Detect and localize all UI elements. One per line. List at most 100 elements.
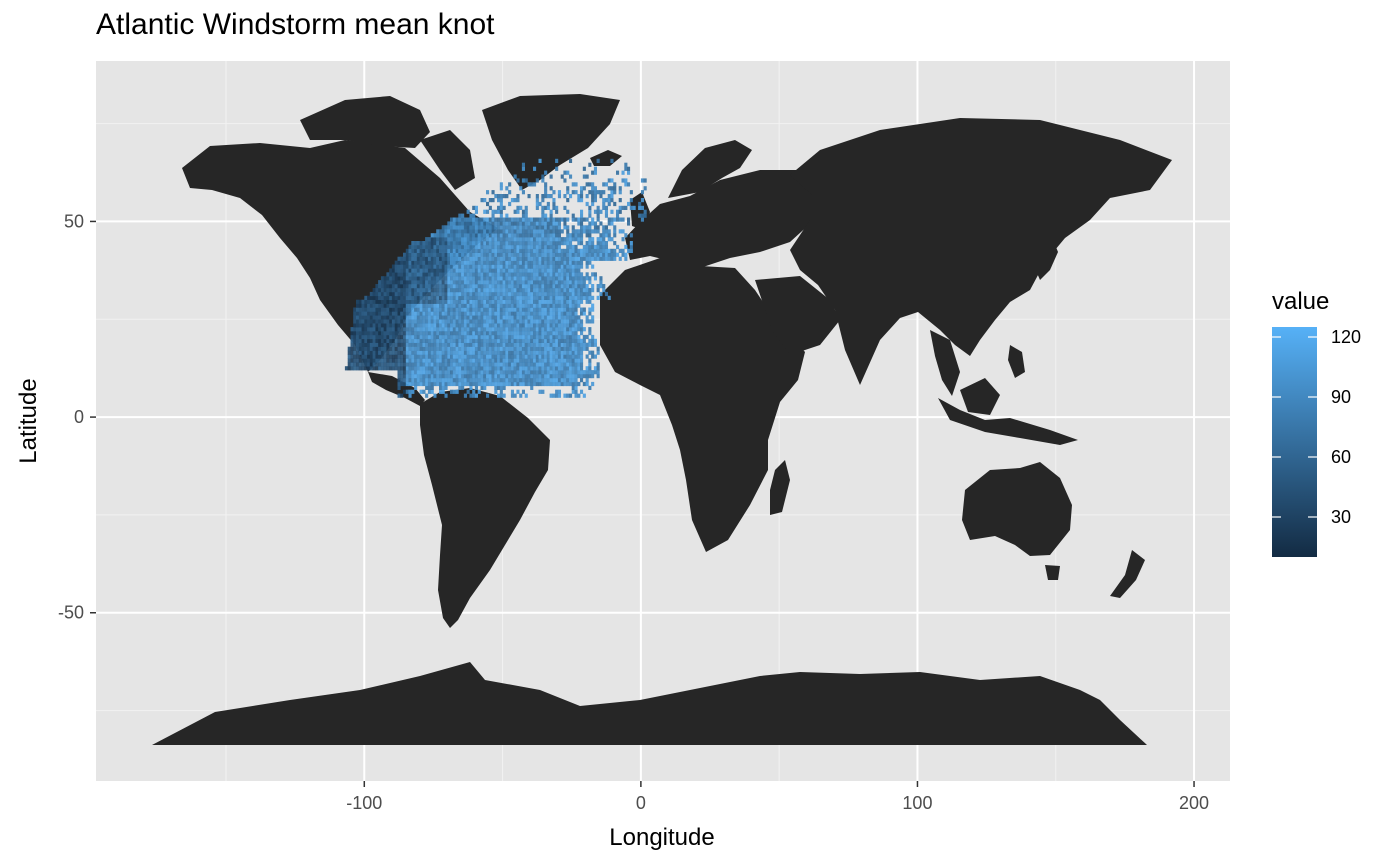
heat-cell xyxy=(510,327,514,332)
heat-cell xyxy=(560,237,564,242)
heat-cell xyxy=(566,268,570,273)
heat-cell xyxy=(519,284,523,289)
heat-cell xyxy=(433,252,437,257)
heat-cell xyxy=(555,272,559,277)
heat-cell xyxy=(585,194,589,199)
heat-cell xyxy=(596,237,600,242)
heat-cell xyxy=(353,338,357,343)
heat-cell xyxy=(497,327,501,332)
heat-cell xyxy=(472,229,476,234)
heat-cell xyxy=(510,221,514,226)
heat-cell xyxy=(439,354,443,359)
heat-cell xyxy=(444,276,448,281)
heat-cell xyxy=(596,248,600,253)
heat-cell xyxy=(499,338,503,343)
heat-cell xyxy=(546,284,550,289)
heat-cell xyxy=(483,358,487,363)
heat-cell xyxy=(557,264,561,269)
heat-cell xyxy=(544,303,548,308)
heat-cell xyxy=(455,338,459,343)
heat-cell xyxy=(452,378,456,383)
heat-cell xyxy=(618,256,622,261)
heat-cell xyxy=(521,346,525,351)
heat-cell xyxy=(469,237,473,242)
heat-cell xyxy=(452,354,456,359)
heat-cell xyxy=(494,264,498,269)
heat-cell xyxy=(439,229,443,234)
heat-cell xyxy=(458,248,462,253)
heat-cell xyxy=(552,252,556,257)
heat-cell xyxy=(472,393,476,398)
heat-cell xyxy=(447,264,451,269)
heat-cell xyxy=(563,205,567,210)
heat-cell xyxy=(494,303,498,308)
heat-cell xyxy=(477,280,481,285)
heat-cell xyxy=(466,331,470,336)
heat-cell xyxy=(394,331,398,336)
heat-cell xyxy=(380,280,384,285)
heat-cell xyxy=(530,299,534,304)
heat-cell xyxy=(439,327,443,332)
heat-cell xyxy=(441,358,445,363)
heat-cell xyxy=(544,319,548,324)
heat-cell xyxy=(405,303,409,308)
heat-cell xyxy=(599,284,603,289)
heat-cell xyxy=(350,366,354,371)
heat-cell xyxy=(461,221,465,226)
heat-cell xyxy=(538,299,542,304)
heat-cell xyxy=(513,237,517,242)
heat-cell xyxy=(469,229,473,234)
heat-cell xyxy=(557,280,561,285)
heat-cell xyxy=(400,268,404,273)
heat-cell xyxy=(585,288,589,293)
heat-cell xyxy=(447,295,451,300)
heat-cell xyxy=(380,303,384,308)
heat-cell xyxy=(472,233,476,238)
heat-cell xyxy=(582,166,586,171)
heat-cell xyxy=(521,284,525,289)
heat-cell xyxy=(416,338,420,343)
heat-cell xyxy=(569,241,573,246)
heat-cell xyxy=(557,229,561,234)
heat-cell xyxy=(519,362,523,367)
heat-cell xyxy=(538,354,542,359)
heat-cell xyxy=(491,276,495,281)
heat-cell xyxy=(461,327,465,332)
heat-cell xyxy=(544,248,548,253)
heat-cell xyxy=(452,229,456,234)
heat-cell xyxy=(416,334,420,340)
heat-cell xyxy=(549,276,553,281)
heat-cell xyxy=(530,256,534,261)
heat-cell xyxy=(474,295,478,300)
heat-cell xyxy=(436,288,440,293)
heat-cell xyxy=(577,370,581,375)
heat-cell xyxy=(521,354,525,359)
heat-cell xyxy=(629,205,633,210)
heat-cell xyxy=(563,284,567,289)
heat-cell xyxy=(527,303,531,308)
heat-cell xyxy=(574,389,578,394)
heat-cell xyxy=(580,186,584,191)
heat-cell xyxy=(510,334,514,340)
heat-cell xyxy=(588,342,592,347)
heat-cell xyxy=(508,315,512,320)
heat-cell xyxy=(436,260,440,265)
heat-cell xyxy=(386,338,390,343)
heat-cell xyxy=(439,288,443,293)
heat-cell xyxy=(472,213,476,218)
heat-cell xyxy=(560,307,564,312)
heat-cell xyxy=(444,280,448,285)
heat-cell xyxy=(499,354,503,359)
heat-cell xyxy=(502,295,506,300)
heat-cell xyxy=(483,327,487,332)
heat-cell xyxy=(433,284,437,289)
heat-cell xyxy=(624,252,628,257)
heat-cell xyxy=(516,358,520,363)
heat-cell xyxy=(461,315,465,320)
heat-cell xyxy=(488,319,492,324)
heat-cell xyxy=(593,366,597,371)
heat-cell xyxy=(557,260,561,265)
heat-cell xyxy=(494,237,498,242)
heat-cell xyxy=(386,288,390,293)
heat-cell xyxy=(491,331,495,336)
